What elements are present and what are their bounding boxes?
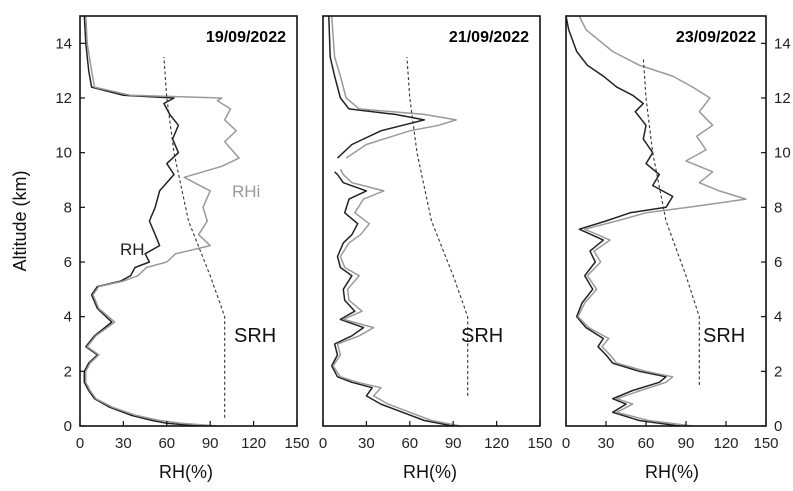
series-rhi-line-2 [330, 15, 457, 159]
panel-1-x-ticks: 0 30 60 90 120 150 [76, 421, 310, 452]
x-tick-label: 150 [284, 435, 309, 452]
x-tick-label: 0 [76, 435, 84, 452]
panel-3-frame [565, 15, 767, 427]
x-tick-label: 120 [484, 435, 509, 452]
panel-2-x-axis-title: RH(%) [403, 462, 457, 482]
srh-annotation-1: SRH [234, 325, 276, 347]
panel-3-x-ticks: 0 30 60 90 120 150 [562, 421, 779, 452]
x-tick-label: 90 [202, 435, 219, 452]
y-tick-label: 14 [55, 35, 72, 52]
y-tick-label: 2 [64, 363, 72, 380]
x-tick-label: 120 [241, 435, 266, 452]
panel-1-x-axis-title: RH(%) [159, 462, 213, 482]
x-tick-label: 30 [115, 435, 132, 452]
series-rh-line [565, 15, 680, 427]
y-axis-title: Altitude (km) [10, 170, 30, 271]
srh-annotation-3: SRH [703, 325, 745, 347]
x-tick-label: 90 [678, 435, 695, 452]
x-tick-label: 150 [753, 435, 778, 452]
y-tick-label: 8 [774, 199, 782, 216]
panel-1-lines [83, 15, 240, 427]
y-tick-label: 6 [774, 254, 782, 271]
series-rh-line-2 [328, 15, 426, 159]
y-tick-label: 4 [774, 309, 782, 326]
y-tick-label: 12 [774, 90, 791, 107]
y-tick-label: 0 [64, 418, 72, 435]
panel-2-frame [322, 15, 541, 427]
x-tick-label: 60 [638, 435, 655, 452]
x-tick-label: 150 [527, 435, 552, 452]
y-tick-label: 10 [55, 145, 72, 162]
y-tick-label: 0 [774, 418, 782, 435]
series-srh-line [406, 56, 469, 396]
series-srh-line [642, 56, 700, 385]
rh-annotation: RH [120, 240, 145, 259]
x-tick-label: 60 [158, 435, 175, 452]
panel-2: 0 30 60 90 120 150 21/09/2022 RH(%) SRH [319, 15, 553, 482]
panel-1-y-ticks: 0 2 4 6 8 10 12 14 [55, 35, 85, 435]
series-rhi-line [85, 15, 240, 427]
rhi-annotation: RHi [232, 182, 260, 201]
x-tick-label: 90 [445, 435, 462, 452]
series-rhi-line [577, 15, 747, 427]
y-tick-label: 8 [64, 199, 72, 216]
srh-annotation-2: SRH [461, 325, 503, 347]
x-tick-label: 30 [598, 435, 615, 452]
x-tick-label: 0 [562, 435, 570, 452]
panel-2-lines [328, 15, 469, 427]
panel-3-date: 23/09/2022 [676, 29, 756, 46]
series-rh-line [83, 15, 199, 427]
panel-2-x-ticks: 0 30 60 90 120 150 [319, 421, 553, 452]
panel-1: 0 30 60 90 120 150 0 2 4 6 8 10 12 14 19/09/2022 RH(… [55, 15, 310, 482]
y-tick-label: 6 [64, 254, 72, 271]
x-tick-label: 30 [358, 435, 375, 452]
series-rhi-line-1 [332, 168, 461, 427]
panel-3-lines [565, 15, 747, 427]
y-tick-label: 2 [774, 363, 782, 380]
panel-3-x-axis-title: RH(%) [645, 462, 699, 482]
x-tick-label: 0 [319, 435, 327, 452]
panel-3: 0 30 60 90 120 150 0 2 4 6 8 10 12 14 23/09/2022 RH(… [562, 15, 791, 482]
x-tick-label: 60 [401, 435, 418, 452]
panel-1-date: 19/09/2022 [206, 29, 286, 46]
y-tick-label: 14 [774, 35, 791, 52]
x-tick-label: 120 [713, 435, 738, 452]
y-tick-label: 10 [774, 145, 791, 162]
y-tick-label: 12 [55, 90, 72, 107]
panel-2-date: 21/09/2022 [449, 29, 529, 46]
panel-1-frame [79, 15, 298, 427]
panel-3-y-ticks: 0 2 4 6 8 10 12 14 [761, 35, 791, 435]
series-rh-line-1 [330, 171, 454, 427]
series-srh-line [163, 56, 226, 418]
y-tick-label: 4 [64, 309, 72, 326]
